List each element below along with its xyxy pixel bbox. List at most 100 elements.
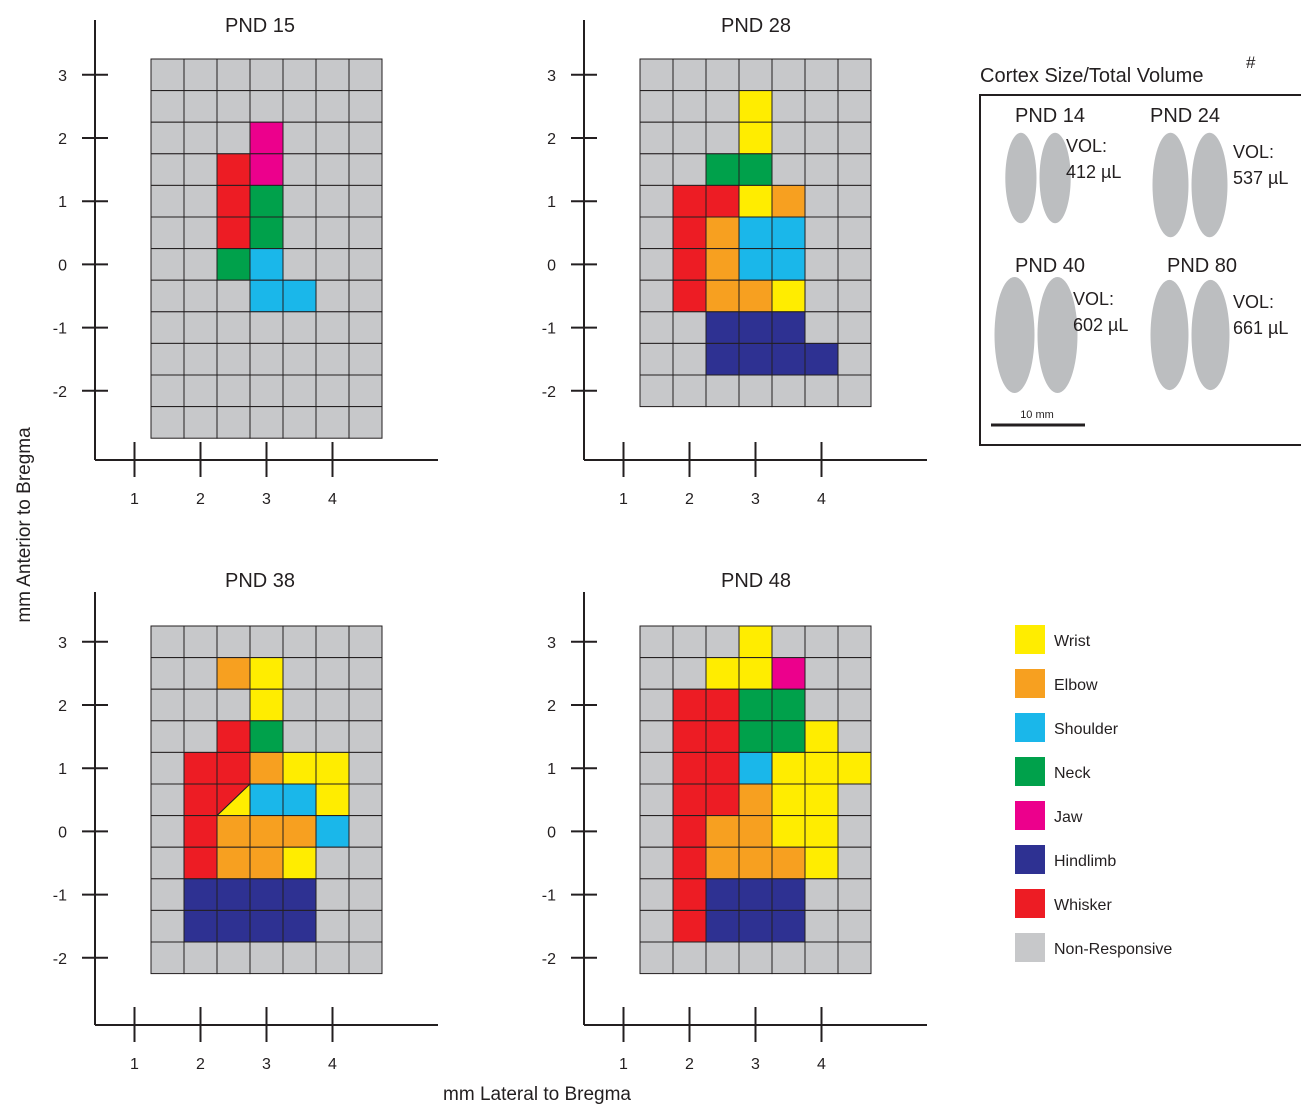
grid-cell [804,216,839,250]
grid-cell [315,846,350,880]
grid-cell [837,90,872,123]
grid-cell [837,342,872,376]
grid-cell [639,783,674,817]
grid-cell [249,248,284,281]
grid-cell [216,153,251,186]
grid-cell [705,58,740,92]
grid-cell [771,688,806,722]
legend-swatch [1015,669,1045,698]
grid-cell [837,657,872,690]
grid-cell [249,342,284,376]
x-tick-label: 4 [328,491,337,508]
brain-hemisphere [1152,132,1189,238]
legend-swatch [1015,889,1045,918]
grid-cell [348,184,383,218]
inset-vol-value: 412 µL [1066,162,1121,182]
legend-label: Jaw [1054,809,1083,826]
grid-cell [315,342,350,376]
grid-cell [249,878,284,911]
x-tick-label: 1 [619,491,628,508]
grid-cell [672,121,707,155]
grid-cell [183,311,218,344]
grid-cell [837,153,872,186]
panel-title: PND 15 [225,15,295,37]
grid-cell [150,878,185,911]
legend-swatch [1015,845,1045,874]
grid-cell [804,941,839,975]
grid-cell [315,184,350,218]
y-tick-label: -2 [53,951,67,968]
grid-cell [249,657,284,690]
grid-cell [672,625,707,659]
grid-cell [315,815,350,848]
grid-cell [348,90,383,123]
grid-cell [771,878,806,911]
grid-cell [183,625,218,659]
grid-cell [150,783,185,817]
x-tick-label: 4 [817,491,826,508]
grid-cell [282,184,317,218]
grid-cell [705,941,740,975]
grid-cell [282,279,317,313]
grid-cell [837,783,872,817]
grid-cell [348,121,383,155]
grid-cell [150,720,185,753]
grid-cell [705,657,740,690]
grid-cell [837,184,872,218]
grid-cell [282,783,317,817]
grid-cell [282,406,317,439]
grid-cell [672,657,707,690]
grid-cell [315,279,350,313]
grid-cell [672,751,707,785]
grid-cell [639,815,674,848]
grid-cell [705,878,740,911]
grid-cell [315,216,350,250]
grid-cell [282,878,317,911]
grid-cell [804,657,839,690]
grid-cell [150,153,185,186]
grid-cell [249,406,284,439]
grid-cell [282,248,317,281]
grid-cell [804,311,839,344]
y-tick-label: 0 [547,824,556,841]
grid-cell [150,406,185,439]
brain-hemisphere [1150,279,1189,391]
grid-cell [738,58,773,92]
inset-vol-value: 661 µL [1233,318,1288,338]
grid-cell [804,58,839,92]
grid-cell [672,279,707,313]
grid-cell [672,374,707,408]
panel-pnd48: PND 48 3 2 1 0 -1 -2 1 2 3 4 [542,570,927,1073]
grid-cell [705,909,740,943]
grid-cell [216,909,251,943]
grid-cell [804,121,839,155]
grid-cell [183,878,218,911]
brain-hemisphere [1191,279,1230,391]
grid-cell [183,783,218,817]
scale-bar-label: 10 mm [1020,409,1054,421]
panel-pnd28: PND 28 3 2 1 0 -1 -2 1 2 3 4 [542,15,927,508]
grid-cell [348,625,383,659]
grid-cell [705,90,740,123]
grid-cell [249,909,284,943]
grid-cell [348,751,383,785]
grid-cell [249,184,284,218]
grid-cell [804,846,839,880]
grid-cell [348,941,383,975]
grid-cell [804,720,839,753]
grid-cell [282,121,317,155]
legend-swatch [1015,625,1045,654]
grid-cell [771,374,806,408]
grid-cell [249,846,284,880]
grid-cell [216,184,251,218]
grid-cell [216,846,251,880]
grid-cell [183,374,218,408]
y-tick-label: 2 [547,698,556,715]
grid-cell [672,342,707,376]
grid-cell [804,783,839,817]
grid-cell [282,311,317,344]
grid-cell [249,783,284,817]
inset-title-mark: # [1246,53,1256,72]
x-tick-label: 2 [196,1056,205,1073]
